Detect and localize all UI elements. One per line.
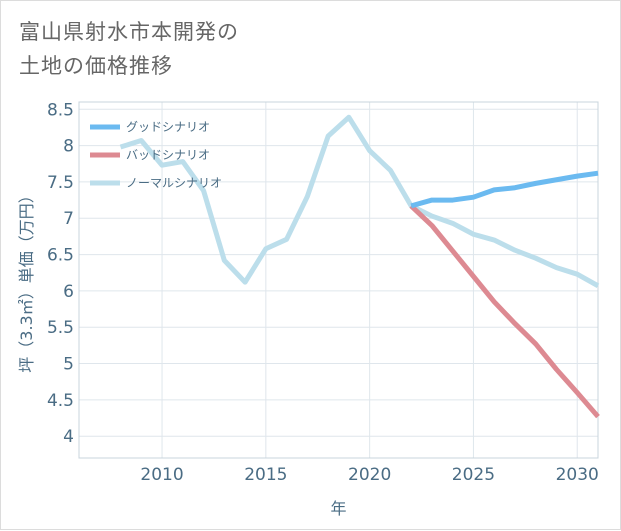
y-tick-label: 5 bbox=[63, 355, 74, 375]
y-tick-label: 6.5 bbox=[47, 246, 74, 266]
x-tick-label: 2020 bbox=[348, 465, 391, 485]
y-axis-label: 坪（3.3㎡）単価（万円） bbox=[17, 187, 36, 372]
chart-title-line-2: 土地の価格推移 bbox=[19, 54, 173, 78]
x-axis-ticks: 2010 2015 2020 2025 2030 bbox=[140, 465, 598, 485]
legend-label: グッドシナリオ bbox=[126, 120, 210, 134]
series-line-3 bbox=[119, 114, 600, 288]
chart-title: 富山県射水市本開発の 土地の価格推移 bbox=[19, 15, 239, 83]
y-tick-label: 5.5 bbox=[47, 318, 74, 338]
x-axis-label: 年 bbox=[330, 499, 346, 518]
y-tick-label: 4.5 bbox=[47, 391, 74, 411]
y-tick-label: 8 bbox=[63, 137, 74, 157]
legend-label: ノーマルシナリオ bbox=[126, 176, 222, 190]
data-series bbox=[119, 114, 600, 419]
grid-lines bbox=[79, 102, 598, 458]
series-line-1 bbox=[410, 170, 599, 209]
series-line-2 bbox=[409, 204, 600, 419]
y-tick-label: 7 bbox=[63, 209, 74, 229]
x-tick-label: 2010 bbox=[140, 465, 183, 485]
y-tick-label: 7.5 bbox=[47, 173, 74, 193]
x-tick-label: 2025 bbox=[452, 465, 495, 485]
x-tick-label: 2030 bbox=[556, 465, 599, 485]
chart-title-line-1: 富山県射水市本開発の bbox=[19, 20, 239, 44]
y-tick-label: 4 bbox=[63, 427, 74, 447]
y-tick-label: 8.5 bbox=[47, 100, 74, 120]
legend-label: バッドシナリオ bbox=[126, 148, 210, 162]
y-tick-label: 6 bbox=[63, 282, 74, 302]
y-axis-ticks: 4 4.5 5 5.5 6 6.5 7 7.5 8 8.5 bbox=[47, 100, 74, 447]
x-tick-label: 2015 bbox=[244, 465, 287, 485]
plot-area-border bbox=[78, 101, 599, 459]
